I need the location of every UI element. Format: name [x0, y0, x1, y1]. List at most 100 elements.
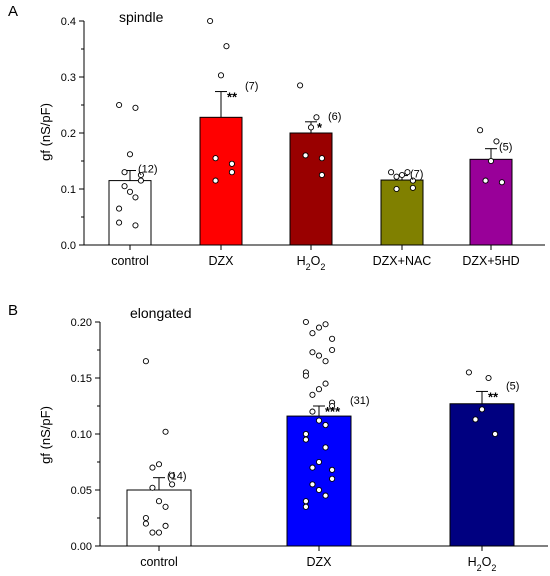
- panel-a-category-label: H2O2: [297, 254, 326, 272]
- panel-b-data-point: [155, 498, 163, 505]
- panel-a-data-point: [313, 114, 320, 121]
- panel-b-y-axis-label: gf (nS/pF): [38, 406, 53, 464]
- panel-a-data-point: [297, 82, 304, 89]
- panel-b-data-point: [485, 374, 492, 382]
- panel-b-data-point: [149, 484, 156, 491]
- panel-b-data-point: [309, 330, 316, 337]
- panel-a-data-point: [132, 222, 139, 229]
- panel-b-data-point: [315, 486, 323, 494]
- panel-b-data-point: [329, 335, 336, 342]
- panel-a-data-point: [121, 183, 128, 190]
- panel-a-data-point: [217, 72, 225, 79]
- panel-a-axes: 0.0 0.1 0.2 0.3 0.4 control DZX H2O2 DZX+NAC DZX+…: [61, 16, 545, 272]
- panel-a-bar-4: [469, 158, 513, 246]
- panel-b-data-point: [162, 503, 169, 510]
- panel-b-data-point: [478, 406, 486, 413]
- panel-a-y-tick-label: 0.3: [61, 72, 76, 84]
- panel-a-data-point: [398, 171, 406, 179]
- panel-b-data-point: [155, 529, 163, 536]
- panel-b-n-label: (31): [350, 395, 370, 407]
- panel-b-data-point: [322, 421, 329, 429]
- panel-b-y-tick-label: 0.15: [71, 373, 92, 385]
- panel-a-data-point: [228, 169, 235, 176]
- panel-b-data-point: [465, 369, 472, 376]
- panel-a-data-point: [318, 171, 325, 179]
- panel-b-bars: (14) *** (31) ** (5): [126, 318, 519, 547]
- panel-a-n-label: (6): [328, 111, 341, 123]
- panel-b-data-point: [309, 408, 316, 415]
- panel-a-category-label: DZX: [209, 254, 235, 268]
- panel-b-data-point: [329, 466, 336, 473]
- panel-a-data-point: [498, 179, 505, 186]
- panel-b-data-point: [142, 514, 149, 522]
- panel-a-y-tick-label: 0.1: [61, 184, 76, 196]
- panel-b-data-point: [149, 464, 156, 471]
- panel-a-n-label: (5): [499, 142, 512, 154]
- panel-b-data-point: [309, 391, 316, 398]
- panel-b-category-label: DZX: [307, 555, 333, 569]
- panel-b-category-label: H2O2: [468, 555, 497, 573]
- panel-b-data-point: [142, 358, 149, 365]
- panel-b-data-point: [472, 416, 479, 423]
- panel-a-data-point: [388, 169, 395, 176]
- panel-b-significance: ***: [325, 404, 341, 419]
- panel-a-data-point: [223, 43, 230, 50]
- panel-b-data-point: [309, 464, 316, 471]
- panel-b-data-point: [315, 417, 323, 424]
- panel-b-y-tick-label: 0.05: [71, 485, 92, 497]
- panel-a-data-point: [493, 138, 500, 145]
- panel-a: A spindle gf (nS/pF) 0.0 0.1 0.2 0.3 0.4 cont…: [8, 3, 545, 272]
- panel-a-data-point: [132, 104, 139, 111]
- panel-b-data-point: [302, 318, 309, 326]
- panel-a-data-point: [207, 17, 214, 25]
- panel-a-significance: **: [227, 90, 238, 105]
- panel-b-data-point: [492, 430, 499, 438]
- panel-b-title: elongated: [130, 305, 192, 321]
- panel-b-data-point: [322, 321, 329, 328]
- panel-b-data-point: [322, 380, 329, 387]
- panel-b-data-point: [329, 402, 336, 410]
- panel-a-data-point: [116, 205, 123, 212]
- panel-b-data-point: [315, 386, 323, 393]
- panel-a-category-label: DZX+NAC: [373, 254, 432, 268]
- panel-b-data-point: [149, 529, 156, 536]
- panel-b-significance: **: [488, 389, 499, 404]
- panel-b-y-tick-label: 0.20: [71, 317, 92, 329]
- panel-b-y-tick-label: 0.10: [71, 429, 92, 441]
- panel-b-data-point: [329, 475, 336, 482]
- panel-a-data-point: [482, 177, 489, 184]
- panel-a-data-point: [318, 155, 325, 162]
- panel-b-data-point: [315, 352, 323, 359]
- panel-a-category-label: DZX+5HD: [462, 254, 519, 268]
- panel-b-data-point: [329, 346, 336, 354]
- panel-b-data-point: [315, 458, 323, 466]
- panel-a-bar-3: [380, 179, 424, 246]
- panel-a-data-point: [487, 157, 495, 165]
- panel-a-data-point: [126, 188, 134, 195]
- panel-b-data-point: [302, 498, 309, 505]
- panel-b-data-point: [309, 481, 316, 488]
- panel-a-data-point: [409, 184, 416, 191]
- panel-b-data-point: [322, 444, 329, 451]
- panel-a-data-point: [132, 194, 139, 201]
- panel-b-n-label: (5): [506, 380, 519, 392]
- panel-a-significance: *: [317, 120, 323, 135]
- panel-b-bar-1: [286, 415, 352, 547]
- panel-b-data-point: [169, 472, 176, 479]
- panel-b-data-point: [302, 503, 309, 510]
- panel-a-data-point: [228, 160, 235, 167]
- panel-a-data-point: [404, 169, 411, 176]
- panel-b-bar-2: [449, 403, 515, 547]
- panel-a-data-point: [393, 185, 400, 193]
- panel-b-data-point: [302, 436, 309, 443]
- panel-b-data-point: [142, 520, 149, 527]
- panel-a-y-tick-label: 0.0: [61, 240, 76, 252]
- panel-a-n-label: (7): [245, 81, 258, 93]
- panel-a-y-axis-label: gf (nS/pF): [38, 103, 53, 161]
- panel-a-data-point: [121, 169, 128, 176]
- panel-b-data-point: [315, 324, 323, 331]
- panel-a-data-point: [409, 177, 416, 184]
- panel-a-data-point: [212, 155, 219, 162]
- panel-b: B elongated gf (nS/pF) 0.00 0.05 0.10 0.15 0…: [8, 302, 548, 573]
- panel-a-data-point: [126, 151, 134, 158]
